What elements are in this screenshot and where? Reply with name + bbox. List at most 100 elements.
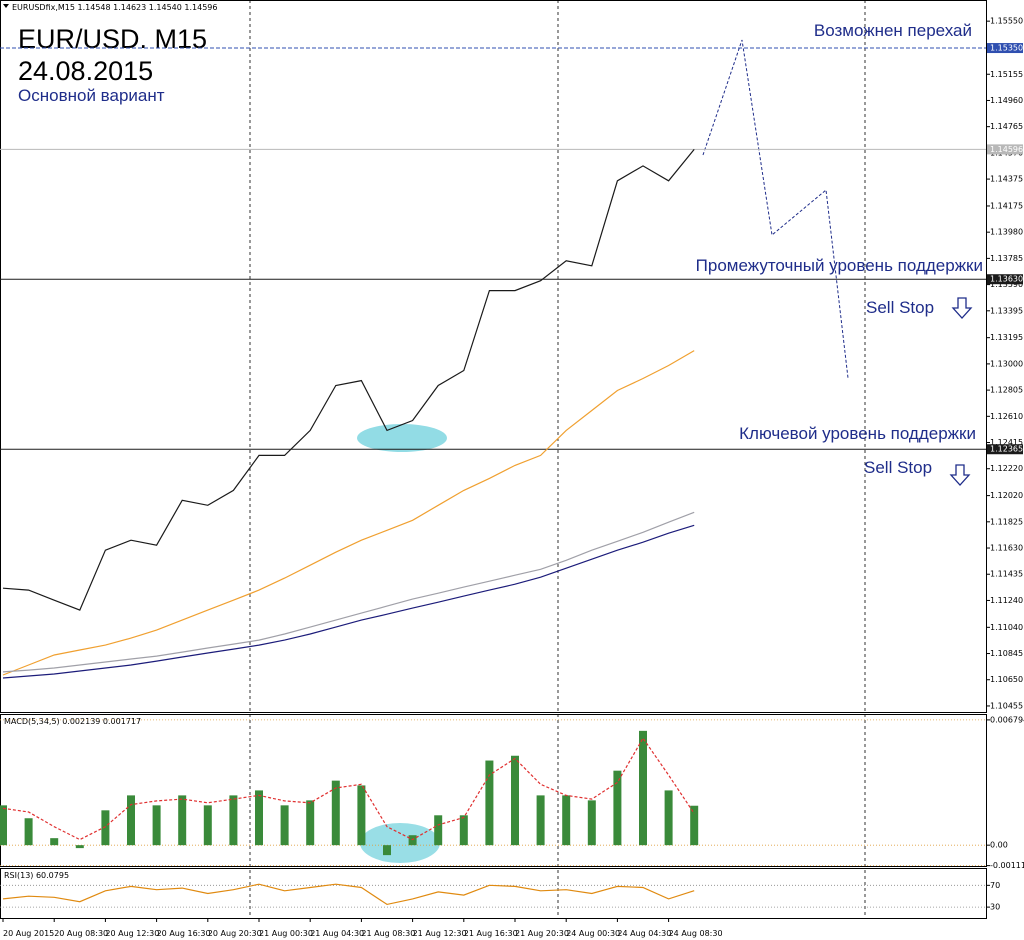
annotation: Возможнен перехай xyxy=(814,21,972,40)
level-label: 1.14596 xyxy=(990,145,1023,154)
y-tick-label: 1.10845 xyxy=(990,649,1023,658)
level-label: 1.15350 xyxy=(990,44,1023,53)
y-tick-label: 1.13395 xyxy=(990,306,1023,315)
bar xyxy=(280,805,289,846)
bar xyxy=(613,770,622,846)
x-tick-label: 20 Aug 20:30 xyxy=(208,929,262,938)
y-tick-label: 0.00 xyxy=(990,841,1008,850)
bar xyxy=(690,805,699,846)
y-tick-label: 1.11435 xyxy=(990,570,1023,579)
y-tick-label: 1.14175 xyxy=(990,201,1023,210)
bar xyxy=(0,805,7,846)
chart-subtitle: 24.08.2015 xyxy=(18,56,153,86)
rsi-panel xyxy=(0,868,987,919)
y-tick-label: 1.10650 xyxy=(990,675,1023,684)
y-tick-label: 0.006794 xyxy=(990,715,1024,724)
annotation: Промежуточный уровень поддержки xyxy=(696,256,983,275)
x-tick-label: 20 Aug 16:30 xyxy=(157,929,211,938)
x-tick-label: 20 Aug 12:30 xyxy=(105,929,159,938)
y-tick-label: 1.12415 xyxy=(990,438,1023,447)
level-badge xyxy=(987,444,1023,455)
x-tick-label: 20 Aug 08:30 xyxy=(54,929,108,938)
x-tick-label: 21 Aug 04:30 xyxy=(310,929,364,938)
x-tick-label: 21 Aug 08:30 xyxy=(361,929,415,938)
x-tick-label: 21 Aug 12:30 xyxy=(413,929,467,938)
panel-title: RSI(13) 60.0795 xyxy=(4,871,69,880)
annotation: Sell Stop xyxy=(866,298,934,317)
y-tick-label: 1.12020 xyxy=(990,491,1023,500)
y-tick-label: 1.14960 xyxy=(990,96,1023,105)
bar xyxy=(459,815,468,846)
level-badge xyxy=(987,274,1023,285)
y-tick-label: 1.10455 xyxy=(990,701,1023,710)
bar xyxy=(24,818,33,846)
panel-title: MACD(5,34,5) 0.002139 0.001717 xyxy=(4,717,141,726)
y-tick-label: 1.13195 xyxy=(990,333,1023,342)
series-line xyxy=(2,737,695,841)
bar xyxy=(639,730,647,846)
series-line xyxy=(2,149,695,611)
bar xyxy=(203,805,212,846)
symbol-info: EURUSDfix,M15 1.14548 1.14623 1.14540 1.… xyxy=(12,3,217,12)
bar xyxy=(536,795,545,846)
y-tick-label: 1.11240 xyxy=(990,596,1023,605)
annotation: Sell Stop xyxy=(864,458,932,477)
y-tick-label: 1.13000 xyxy=(990,359,1023,368)
series-line xyxy=(2,511,695,673)
highlight xyxy=(357,424,447,452)
bar xyxy=(50,838,59,846)
y-tick-label: 30 xyxy=(990,903,1000,912)
forecast-path xyxy=(702,39,849,379)
x-tick-label: 21 Aug 16:30 xyxy=(464,929,518,938)
bar xyxy=(229,795,238,846)
x-tick-label: 24 Aug 08:30 xyxy=(669,929,723,938)
bar xyxy=(127,795,135,846)
macd-panel xyxy=(0,714,987,867)
y-tick-label: 1.15550 xyxy=(990,17,1023,26)
level-badge xyxy=(987,43,1023,54)
annotation: Ключевой уровень поддержки xyxy=(739,424,976,443)
price-panel xyxy=(0,0,987,713)
caption: Основной вариант xyxy=(18,86,165,105)
highlight xyxy=(360,823,440,863)
level-label: 1.12365 xyxy=(990,445,1023,454)
bar xyxy=(434,815,443,846)
x-tick-label: 21 Aug 00:30 xyxy=(259,929,313,938)
level-badge xyxy=(987,144,1023,155)
series-line xyxy=(2,883,695,906)
y-tick-label: 1.13590 xyxy=(990,280,1023,289)
y-tick-label: -0.00111 xyxy=(990,861,1024,870)
bar xyxy=(664,790,673,846)
bar xyxy=(255,790,263,846)
y-tick-label: 1.14765 xyxy=(990,122,1023,131)
y-tick-label: 1.12220 xyxy=(990,464,1023,473)
chart-title: EUR/USD. M15 xyxy=(18,24,207,54)
bar xyxy=(485,760,494,846)
bar xyxy=(75,845,84,849)
series-line xyxy=(2,350,695,676)
y-tick-label: 1.12610 xyxy=(990,412,1023,421)
x-tick-label: 24 Aug 04:30 xyxy=(617,929,671,938)
bar xyxy=(511,755,519,846)
bar xyxy=(562,795,571,846)
y-tick-label: 1.13980 xyxy=(990,228,1023,237)
menu-icon xyxy=(3,4,9,8)
y-tick-label: 1.11825 xyxy=(990,517,1023,526)
bar xyxy=(357,785,366,846)
down-arrow xyxy=(949,464,971,486)
x-tick-label: 24 Aug 00:30 xyxy=(566,929,620,938)
level-label: 1.13630 xyxy=(990,275,1023,284)
bar xyxy=(101,810,110,846)
y-tick-label: 1.14375 xyxy=(990,175,1023,184)
y-tick-label: 1.13785 xyxy=(990,254,1023,263)
down-arrow xyxy=(951,297,973,319)
bar xyxy=(383,845,391,856)
bar xyxy=(306,800,315,846)
x-tick-label: 20 Aug 2015 xyxy=(3,929,54,938)
x-tick-label: 21 Aug 20:30 xyxy=(515,929,569,938)
bar xyxy=(178,795,187,846)
bar xyxy=(331,780,340,846)
bar xyxy=(587,800,596,846)
y-tick-label: 1.12805 xyxy=(990,386,1023,395)
